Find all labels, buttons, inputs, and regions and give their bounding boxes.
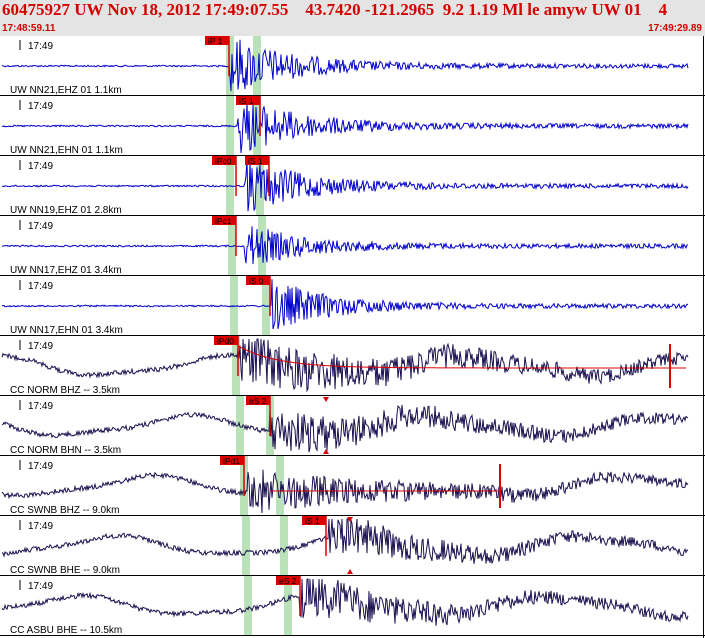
phase-pick[interactable]: iPd0 [214, 336, 239, 376]
waveform [1, 39, 689, 92]
phase-pick[interactable]: iS 1 [236, 96, 261, 136]
trace-time-label: 17:49 [28, 281, 53, 292]
coda-curve [237, 338, 686, 369]
phase-window [256, 156, 264, 216]
arrival-marker [323, 397, 329, 402]
station-label: CC NORM BHN -- 3.5km [10, 445, 121, 456]
pick-label: iPd1 [223, 456, 240, 466]
station-label: UW NN19,EHZ 01 2.8km [10, 205, 122, 216]
event-header: 60475927 UW Nov 18, 2012 17:49:07.55 43.… [0, 0, 705, 36]
window-end-time: 17:49:29.89 [648, 23, 702, 34]
waveform [1, 469, 689, 514]
arrival-marker [323, 449, 329, 454]
pick-label: eS 2 [279, 576, 297, 586]
pick-label: iS 1 [305, 516, 320, 526]
trace-time-label: 17:49 [28, 581, 53, 592]
phase-window [242, 516, 250, 576]
phase-window [280, 516, 288, 576]
trace-row[interactable]: iS 1 17:49 CC SWNB BHE -- 9.0km [0, 516, 705, 576]
phase-pick[interactable]: iPc0 [212, 156, 237, 196]
trace-row[interactable]: iPd0 17:49 CC NORM BHZ -- 3.5km [0, 336, 705, 396]
station-label: CC ASBU BHE -- 10.5km [10, 625, 122, 636]
phase-window [276, 456, 284, 516]
phase-window [284, 576, 292, 636]
station-label: UW NN21,EHZ 01 1.1km [10, 85, 122, 96]
pick-flag [214, 336, 238, 345]
phase-pick[interactable]: iP 1 [205, 36, 230, 76]
waveform [1, 338, 689, 393]
station-label: UW NN17,EHN 01 3.4km [10, 325, 123, 336]
phase-window [244, 576, 252, 636]
pick-label: iPc1 [215, 216, 232, 226]
pick-label: eS 2 [249, 396, 267, 406]
pick-flag [236, 96, 260, 105]
trace-row[interactable]: eS 2 17:49 CC NORM BHN -- 3.5km [0, 396, 705, 456]
phase-pick[interactable]: iS 0 [246, 276, 271, 316]
phase-pick[interactable]: eS 2 [246, 396, 271, 436]
trace-time-label: 17:49 [28, 41, 53, 52]
arrival-marker [347, 569, 353, 574]
trace-row[interactable]: iPd1 17:49 CC SWNB BHZ -- 9.0km [0, 456, 705, 516]
waveform [1, 518, 689, 564]
station-label: UW NN21,EHN 01 1.1km [10, 145, 123, 156]
trace-row[interactable]: iS 0 17:49 UW NN17,EHN 01 3.4km [0, 276, 705, 336]
pick-flag [212, 216, 236, 225]
trace-row[interactable]: iPc1 17:49 UW NN17,EHZ 01 3.4km [0, 216, 705, 276]
trace-row[interactable]: eS 2 17:49 CC ASBU BHE -- 10.5km [0, 576, 705, 636]
pick-label: iS 1 [248, 156, 263, 166]
pick-label: iP 1 [208, 36, 223, 46]
station-label: CC SWNB BHZ -- 9.0km [10, 505, 119, 516]
pick-flag [245, 156, 269, 165]
phase-window [232, 336, 240, 396]
trace-row[interactable]: iS 1 17:49 UW NN21,EHN 01 1.1km [0, 96, 705, 156]
station-label: CC SWNB BHE -- 9.0km [10, 565, 120, 576]
trace-row[interactable]: iPc0 iS 1 17:49 UW NN19,EHZ 01 2.8km [0, 156, 705, 216]
trace-time-label: 17:49 [28, 521, 53, 532]
pick-label: iPd0 [217, 336, 234, 346]
trace-time-label: 17:49 [28, 401, 53, 412]
trace-time-label: 17:49 [28, 341, 53, 352]
pick-flag [220, 456, 244, 465]
phase-window [253, 36, 261, 96]
pick-flag [205, 36, 229, 45]
pick-flag [302, 516, 326, 525]
phase-pick[interactable]: eS 2 [276, 576, 301, 616]
trace-time-label: 17:49 [28, 161, 53, 172]
pick-flag [246, 396, 270, 405]
phase-window [226, 36, 234, 96]
station-label: CC NORM BHZ -- 3.5km [10, 385, 120, 396]
pick-label: iS 0 [249, 276, 264, 286]
pick-flag [246, 276, 270, 285]
waveform [1, 578, 689, 626]
waveform [1, 404, 689, 453]
event-title: 60475927 UW Nov 18, 2012 17:49:07.55 43.… [2, 0, 668, 19]
pick-label: iPc0 [215, 156, 232, 166]
trace-time-label: 17:49 [28, 461, 53, 472]
pick-flag [276, 576, 300, 585]
window-start-time: 17:48:59.11 [2, 23, 56, 34]
waveform [1, 101, 689, 153]
phase-pick[interactable]: iPd1 [220, 456, 245, 496]
trace-row[interactable]: iP 1 17:49 UW NN21,EHZ 01 1.1km [0, 36, 705, 96]
seismogram-panel[interactable]: iP 1 17:49 UW NN21,EHZ 01 1.1km iS 1 17:49 UW… [0, 36, 705, 638]
waveform [1, 226, 689, 265]
trace-time-label: 17:49 [28, 101, 53, 112]
station-label: UW NN17,EHZ 01 3.4km [10, 265, 122, 276]
phase-pick[interactable]: iS 1 [302, 516, 327, 556]
pick-flag [212, 156, 236, 165]
pick-label: iS 1 [239, 96, 254, 106]
arrival-marker [347, 517, 353, 522]
trace-time-label: 17:49 [28, 221, 53, 232]
phase-pick[interactable]: iS 1 [245, 156, 270, 196]
waveform [2, 158, 689, 212]
phase-pick[interactable]: iPc1 [212, 216, 237, 256]
waveform [1, 279, 689, 330]
